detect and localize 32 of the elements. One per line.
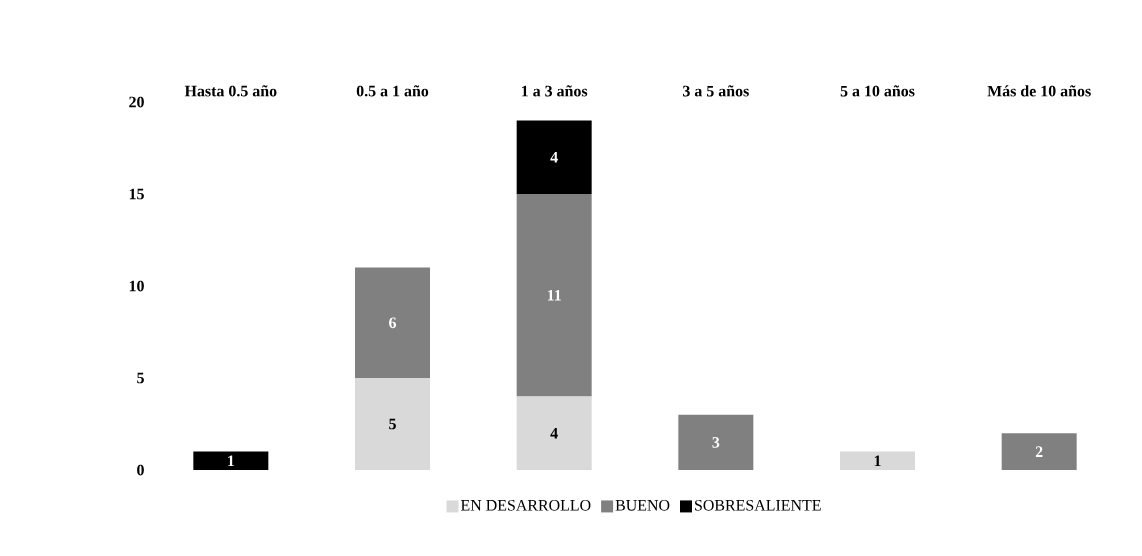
data-label: 3	[712, 437, 720, 448]
x-tick-label: 0.5 a 1 año	[356, 85, 429, 97]
x-tick-label: 5 a 10 años	[840, 85, 915, 97]
x-tick-label: Hasta 0.5 año	[184, 85, 277, 97]
y-tick-label: 15	[129, 188, 144, 200]
y-tick-label: 0	[137, 464, 144, 476]
bar	[193, 451, 269, 470]
y-tick-label: 20	[129, 96, 144, 108]
data-label: 5	[389, 418, 396, 430]
data-label: 4	[550, 427, 558, 439]
data-label: 2	[1035, 446, 1043, 457]
bar	[516, 120, 592, 194]
data-label: 6	[389, 317, 397, 329]
legend-label: EN DESARROLLO	[460, 499, 591, 511]
x-tick-label: 1 a 3 años	[522, 85, 588, 97]
bar	[516, 396, 592, 470]
bar	[840, 451, 916, 470]
legend-label: BUENO	[615, 499, 670, 511]
bar	[516, 194, 592, 397]
y-tick-label: 10	[129, 280, 144, 292]
bar	[678, 414, 754, 470]
data-label: 1	[874, 455, 881, 467]
data-label: 1	[228, 455, 234, 467]
bar	[355, 267, 430, 378]
data-label: 11	[547, 289, 561, 301]
bar	[1001, 433, 1077, 470]
bar	[355, 378, 430, 470]
data-label: 4	[550, 151, 558, 163]
x-tick-label: 3 a 5 años	[683, 85, 749, 97]
legend-label: SOBRESALIENTE	[695, 499, 821, 511]
y-tick-label: 5	[137, 372, 144, 384]
x-tick-label: Más de 10 años	[987, 85, 1091, 97]
